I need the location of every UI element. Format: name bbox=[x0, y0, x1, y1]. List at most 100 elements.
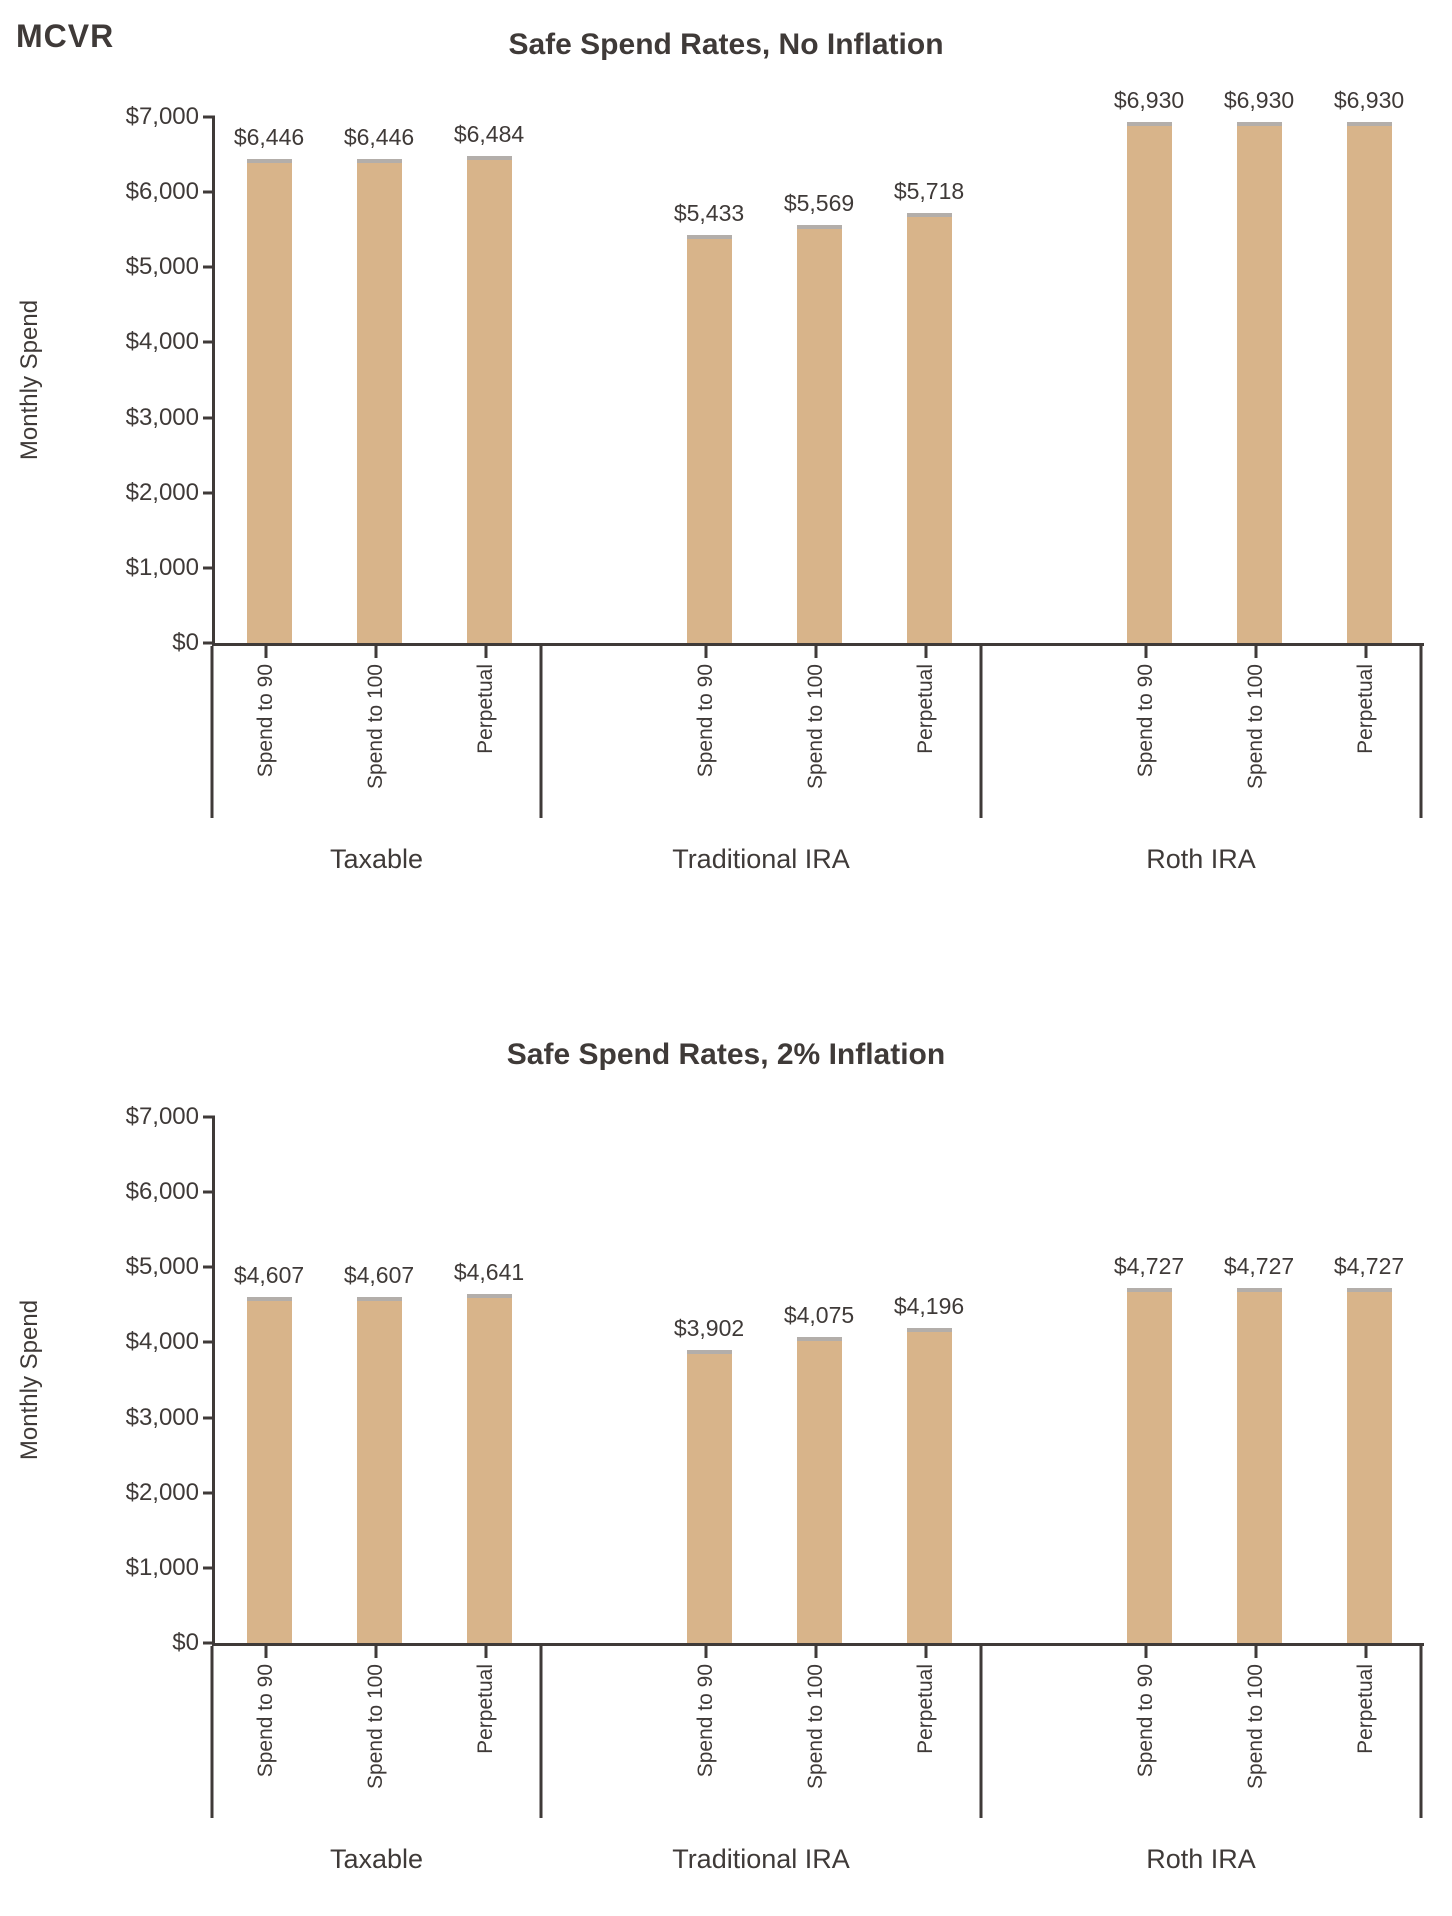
bar bbox=[1237, 1287, 1282, 1643]
bar-value-label: $6,930 bbox=[1113, 87, 1185, 114]
bar bbox=[907, 1327, 952, 1643]
x-tick-label: Spend to 100 bbox=[364, 1664, 387, 1789]
group-label: Roth IRA bbox=[1146, 1844, 1256, 1874]
y-tick-mark bbox=[203, 1190, 215, 1194]
y-tick-label: $6,000 bbox=[125, 1178, 199, 1206]
x-tick-label: Spend to 90 bbox=[1134, 664, 1157, 778]
x-tick-label: Spend to 90 bbox=[694, 664, 717, 778]
x-tick-mark bbox=[704, 646, 708, 658]
y-tick-label: $0 bbox=[172, 629, 199, 656]
x-tick-label: Spend to 90 bbox=[254, 664, 277, 778]
y-tick-label: $3,000 bbox=[125, 1403, 199, 1431]
bar-value-label: $4,727 bbox=[1333, 1252, 1405, 1279]
x-tick-mark bbox=[1364, 1646, 1368, 1658]
group-separator bbox=[979, 646, 983, 818]
x-tick-mark bbox=[924, 646, 928, 658]
x-tick-mark bbox=[484, 1646, 488, 1658]
chart1-y-axis-label: Monthly Spend bbox=[16, 299, 43, 461]
bar-value-label: $5,569 bbox=[783, 189, 855, 216]
x-tick-mark bbox=[374, 1646, 378, 1658]
y-tick-mark bbox=[203, 1115, 215, 1119]
bar-value-label: $6,930 bbox=[1333, 87, 1405, 114]
x-tick-mark bbox=[924, 1646, 928, 1658]
chart2-title: Safe Spend Rates, 2% Inflation bbox=[506, 1038, 946, 1071]
y-tick-mark bbox=[203, 491, 215, 495]
x-tick-label: Spend to 100 bbox=[1244, 664, 1267, 789]
y-tick-mark bbox=[203, 1340, 215, 1344]
y-tick-label: $1,000 bbox=[125, 553, 199, 581]
y-tick-mark bbox=[203, 190, 215, 194]
x-tick-label: Spend to 90 bbox=[1134, 1664, 1157, 1778]
x-tick-mark bbox=[1254, 1646, 1258, 1658]
group-label: Traditional IRA bbox=[672, 844, 850, 874]
y-tick-mark bbox=[203, 115, 215, 119]
bar bbox=[467, 1294, 512, 1643]
x-tick-label: Perpetual bbox=[474, 1664, 497, 1754]
bar bbox=[797, 224, 842, 643]
group-label: Taxable bbox=[329, 1844, 424, 1874]
group-separator bbox=[1419, 1646, 1423, 1818]
x-tick-label: Spend to 100 bbox=[1244, 1664, 1267, 1789]
y-tick-label: $2,000 bbox=[125, 478, 199, 506]
bar bbox=[1127, 122, 1172, 643]
x-tick-mark bbox=[264, 1646, 268, 1658]
bar bbox=[907, 213, 952, 643]
x-tick-mark bbox=[814, 1646, 818, 1658]
bar bbox=[1237, 122, 1282, 643]
group-separator bbox=[210, 646, 214, 818]
bar-value-label: $4,641 bbox=[453, 1259, 525, 1286]
y-tick-label: $6,000 bbox=[125, 178, 199, 206]
chart1-plot-area: $7,000 $6,000 $5,000 $4,000 $3,000 $2,000 $1,0… bbox=[126, 87, 1424, 656]
x-tick-label: Perpetual bbox=[1354, 664, 1377, 754]
bar-value-label: $5,433 bbox=[673, 199, 745, 226]
bar bbox=[1347, 122, 1392, 643]
bar bbox=[687, 234, 732, 643]
bar-value-label: $4,607 bbox=[343, 1261, 415, 1288]
group-separator bbox=[979, 1646, 983, 1818]
group-separator bbox=[210, 1646, 214, 1818]
group-separator bbox=[539, 646, 543, 818]
bar bbox=[247, 1296, 292, 1643]
y-tick-mark bbox=[203, 416, 215, 420]
y-tick-label: $4,000 bbox=[125, 1328, 199, 1356]
bar-value-label: $4,196 bbox=[893, 1292, 965, 1319]
y-tick-mark bbox=[203, 1566, 215, 1570]
y-tick-mark bbox=[203, 566, 215, 570]
bar-value-label: $4,727 bbox=[1113, 1252, 1185, 1279]
bar-value-label: $3,902 bbox=[673, 1314, 745, 1341]
bar-value-label: $4,727 bbox=[1223, 1252, 1295, 1279]
bar-value-label: $6,446 bbox=[233, 123, 305, 150]
bar bbox=[1127, 1287, 1172, 1643]
x-tick-label: Spend to 100 bbox=[804, 1664, 827, 1789]
bar bbox=[247, 158, 292, 643]
x-tick-mark bbox=[1144, 1646, 1148, 1658]
x-tick-label: Perpetual bbox=[1354, 1664, 1377, 1754]
bar bbox=[357, 1296, 402, 1643]
x-tick-mark bbox=[814, 646, 818, 658]
bar bbox=[797, 1336, 842, 1643]
y-tick-label: $3,000 bbox=[125, 403, 199, 431]
chart1-title: Safe Spend Rates, No Inflation bbox=[508, 28, 944, 61]
y-tick-label: $7,000 bbox=[125, 103, 199, 130]
y-tick-label: $5,000 bbox=[125, 253, 199, 281]
y-tick-mark bbox=[203, 340, 215, 344]
bar bbox=[687, 1349, 732, 1643]
y-tick-label: $5,000 bbox=[125, 1253, 199, 1281]
y-tick-label: $0 bbox=[172, 1629, 199, 1656]
y-tick-mark bbox=[203, 641, 215, 645]
bar-value-label: $5,718 bbox=[893, 178, 965, 205]
x-tick-label: Perpetual bbox=[914, 664, 937, 754]
group-separator bbox=[539, 1646, 543, 1818]
bar-value-label: $6,484 bbox=[453, 120, 525, 147]
chart2-x-axis-area: Spend to 90 Spend to 100 Perpetual Spend to… bbox=[210, 1646, 1423, 1891]
chart2-y-axis-label: Monthly Spend bbox=[16, 1299, 43, 1461]
x-tick-mark bbox=[1144, 646, 1148, 658]
x-tick-mark bbox=[704, 1646, 708, 1658]
y-tick-mark bbox=[203, 1416, 215, 1420]
y-tick-mark bbox=[203, 265, 215, 269]
x-tick-label: Spend to 90 bbox=[254, 1664, 277, 1778]
y-tick-mark bbox=[203, 1641, 215, 1645]
x-tick-label: Spend to 100 bbox=[804, 664, 827, 789]
x-tick-label: Spend to 100 bbox=[364, 664, 387, 789]
y-tick-label: $7,000 bbox=[125, 1103, 199, 1130]
